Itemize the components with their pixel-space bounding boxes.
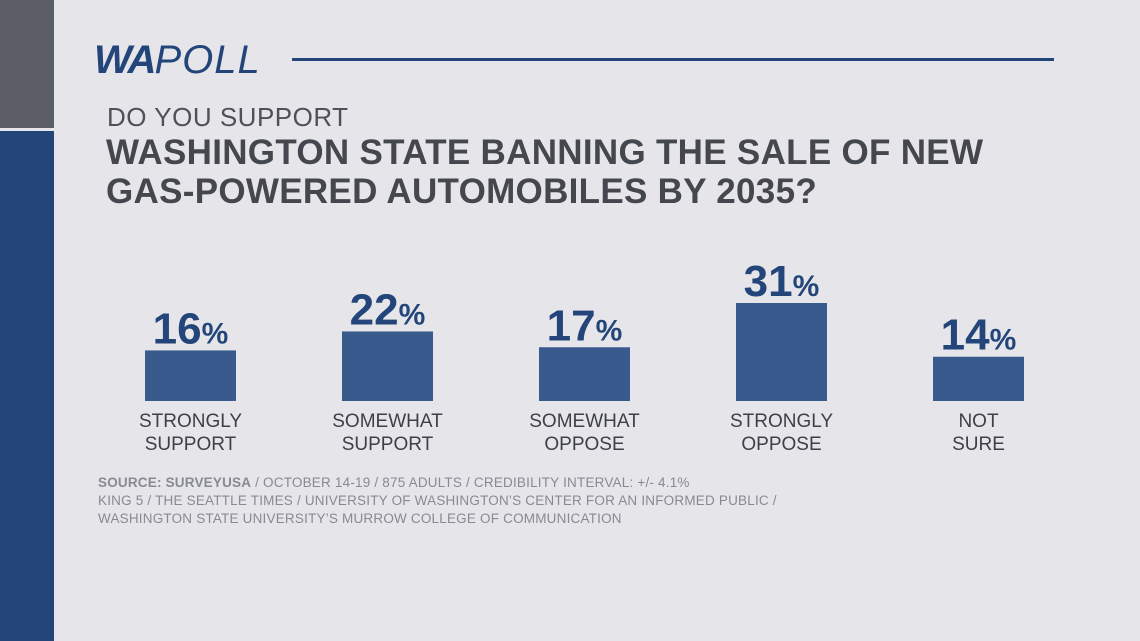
wa-poll-logo: WAPOLL: [94, 40, 261, 80]
category-label-4: NOT SURE: [952, 411, 1005, 455]
value-label-3: 31%: [744, 257, 820, 306]
source-line-1: SOURCE: SURVEYUSA / OCTOBER 14-19 / 875 …: [98, 474, 777, 492]
logo-wa: WA: [94, 38, 156, 82]
source-details: / OCTOBER 14-19 / 875 ADULTS / CREDIBILI…: [251, 475, 690, 490]
header-rule: [292, 58, 1054, 61]
source-line-3: WASHINGTON STATE UNIVERSITY’S MURROW COL…: [98, 511, 622, 526]
source-credits: SOURCE: SURVEYUSA / OCTOBER 14-19 / 875 …: [98, 474, 777, 528]
value-label-1: 22%: [350, 285, 426, 334]
category-label-0: STRONGLY SUPPORT: [139, 411, 242, 455]
category-label-2: SOMEWHAT OPPOSE: [529, 411, 640, 455]
side-accent-top: [0, 0, 54, 128]
logo-poll: POLL: [154, 38, 261, 82]
bar-0: [145, 350, 236, 401]
source-line-2: KING 5 / THE SEATTLE TIMES / UNIVERSITY …: [98, 493, 777, 508]
bar-1: [342, 331, 433, 401]
question-lead: DO YOU SUPPORT: [107, 102, 349, 132]
bar-3: [736, 303, 827, 401]
bar-2: [539, 347, 630, 401]
question-title: WASHINGTON STATE BANNING THE SALE OF NEW…: [106, 133, 984, 211]
category-label-1: SOMEWHAT SUPPORT: [332, 411, 443, 455]
source-label: SOURCE: SURVEYUSA: [98, 475, 252, 490]
value-label-0: 16%: [153, 304, 229, 353]
category-label-3: STRONGLY OPPOSE: [730, 411, 833, 455]
bar-4: [933, 356, 1024, 401]
value-label-2: 17%: [547, 301, 623, 350]
value-label-4: 14%: [941, 311, 1017, 360]
side-accent-bottom: [0, 131, 54, 641]
